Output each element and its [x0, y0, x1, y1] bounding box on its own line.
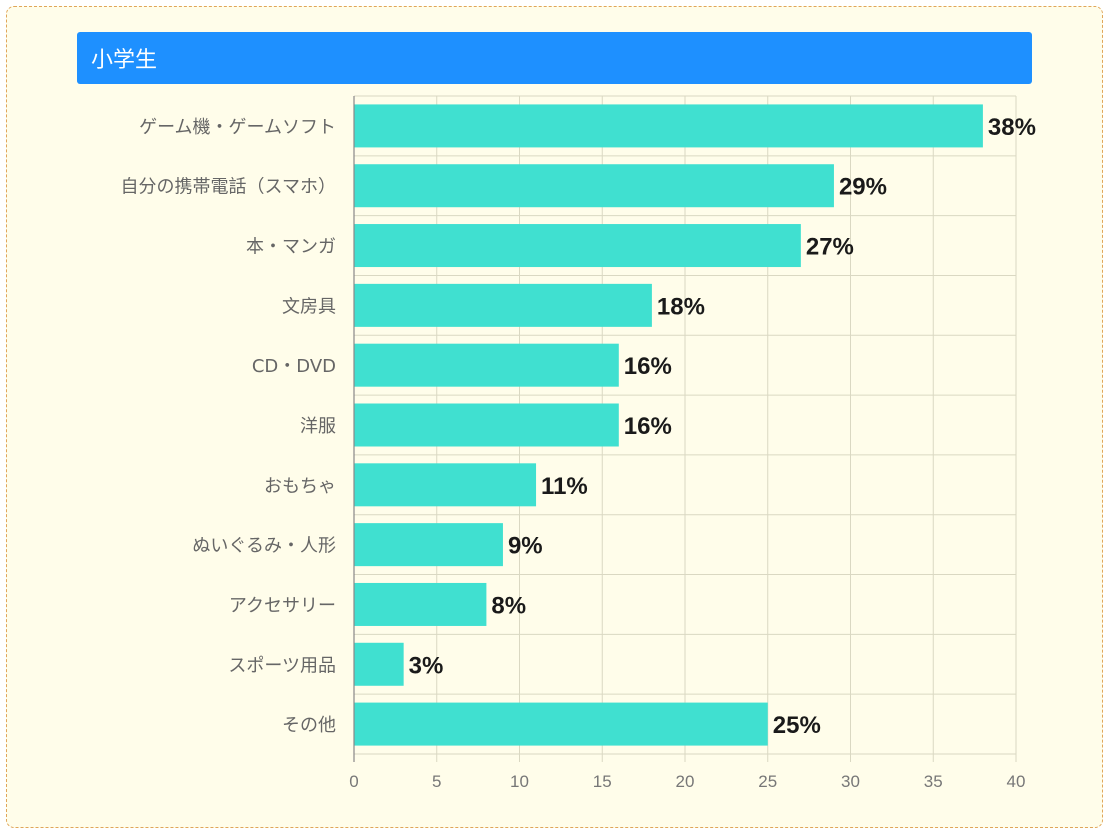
value-label: 27%	[806, 234, 854, 261]
value-label: 29%	[839, 174, 887, 201]
category-label: おもちゃ	[264, 476, 336, 497]
category-label: その他	[282, 715, 336, 736]
x-tick-label: 10	[510, 772, 529, 791]
value-label: 16%	[624, 413, 672, 440]
category-label: 自分の携帯電話（スマホ）	[121, 177, 336, 198]
x-tick-label: 20	[676, 772, 695, 791]
category-label: ゲーム機・ゲームソフト	[139, 117, 336, 138]
x-tick-label: 30	[841, 772, 860, 791]
bar	[354, 463, 537, 507]
x-tick-label: 25	[758, 772, 777, 791]
panel-title: 小学生	[91, 48, 158, 73]
bar	[354, 224, 801, 268]
bar	[354, 642, 404, 686]
bar	[354, 343, 619, 387]
bar	[354, 104, 983, 148]
category-label: スポーツ用品	[228, 655, 336, 676]
value-label: 25%	[773, 712, 821, 739]
category-label: CD・DVD	[252, 356, 336, 377]
value-label: 3%	[409, 652, 444, 679]
bar	[354, 283, 652, 327]
value-label: 11%	[541, 473, 588, 500]
category-label: 文房具	[282, 296, 336, 317]
value-label: 9%	[508, 533, 543, 560]
value-label: 16%	[624, 353, 672, 380]
value-label: 8%	[491, 592, 526, 619]
x-tick-label: 15	[593, 772, 612, 791]
bar	[354, 523, 503, 567]
value-label: 18%	[657, 293, 705, 320]
category-label: アクセサリー	[229, 595, 336, 616]
x-tick-label: 35	[924, 772, 943, 791]
bar	[354, 582, 487, 626]
bar	[354, 164, 834, 208]
category-label: 洋服	[300, 416, 336, 437]
bar	[354, 702, 768, 746]
category-label: ぬいぐるみ・人形	[192, 536, 336, 557]
x-tick-label: 5	[432, 772, 441, 791]
x-tick-label: 0	[349, 772, 358, 791]
value-label: 38%	[988, 114, 1036, 141]
category-label: 本・マンガ	[246, 237, 336, 258]
panel-header: 小学生	[77, 32, 1032, 84]
x-tick-label: 40	[1007, 772, 1026, 791]
bar	[354, 403, 619, 447]
